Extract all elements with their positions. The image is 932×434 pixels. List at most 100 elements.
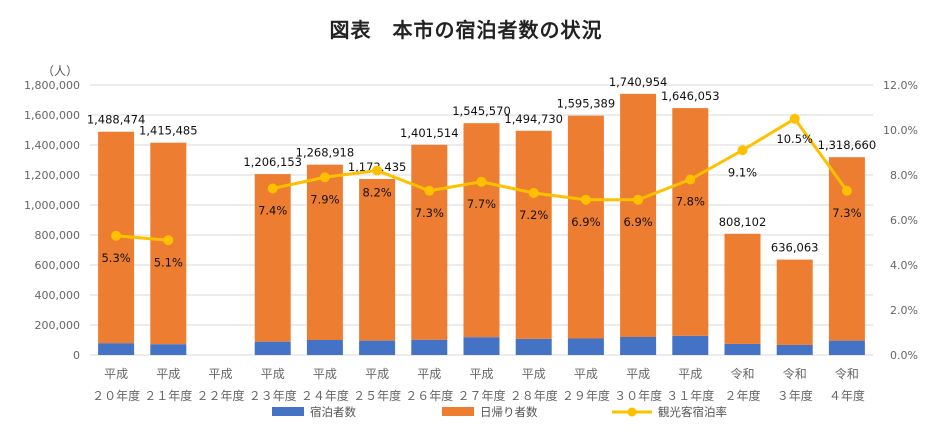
rate-label: 7.2% [519,208,548,222]
x-category-label: ３年度 [777,388,813,403]
rate-point [163,235,174,246]
bar-lodging [620,337,657,355]
bar-daytrip [776,259,813,345]
rate-label: 7.3% [415,206,444,220]
bar-total-label: 808,102 [719,215,767,229]
y-right-tick-label: 2.0% [890,304,918,317]
legend-label-daytrip: 日帰り者数 [480,405,538,419]
rate-label: 6.9% [623,215,652,229]
rate-point [476,176,487,187]
x-category-label: 平成 [626,367,650,381]
bar-total-label: 1,318,660 [818,138,877,152]
legend-swatch-rate-marker [627,407,637,417]
legend-swatch-lodging [272,407,304,416]
y-left-tick-label: 800,000 [35,229,81,242]
rate-label: 5.3% [101,251,130,265]
rate-point [633,194,644,205]
rate-label: 7.9% [310,192,339,206]
y-left-tick-label: 1,800,000 [24,79,80,92]
x-category-label: ２３年度 [249,388,297,403]
x-category-label: 平成 [208,367,232,381]
x-category-label: ３０年度 [614,388,662,403]
legend-label-lodging: 宿泊者数 [310,405,356,419]
x-category-label: ２９年度 [562,388,610,403]
rate-label: 7.3% [832,206,861,220]
bar-daytrip [567,115,604,339]
x-category-label: 令和 [730,366,754,381]
bar-lodging [828,340,865,355]
x-category-label: ２０年度 [92,388,140,403]
x-category-label: 平成 [313,367,337,381]
y-axis-unit-label: （人） [42,64,79,78]
x-category-label: 平成 [104,367,128,381]
rate-point [267,183,278,194]
bar-lodging [515,338,552,355]
x-category-label: 平成 [417,367,441,381]
y-left-tick-label: 1,400,000 [24,139,80,152]
bar-total-label: 1,488,474 [87,113,146,127]
bar-lodging [306,340,343,355]
bar-total-label: 1,494,730 [504,112,563,126]
x-category-label: 平成 [469,367,493,381]
bar-total-label: 1,268,918 [296,146,355,160]
x-category-label: 平成 [156,367,180,381]
bar-total-label: 1,206,153 [243,155,302,169]
x-category-label: 平成 [522,367,546,381]
bar-daytrip [672,108,709,336]
bar-total-label: 1,545,570 [452,104,511,118]
x-category-label: 令和 [835,366,859,381]
rate-label: 8.2% [362,186,391,200]
rate-point [737,145,748,156]
x-category-label: 平成 [574,367,598,381]
y-right-tick-label: 10.0% [883,124,918,137]
y-right-tick-label: 12.0% [883,79,918,92]
x-category-label: ２６年度 [405,388,453,403]
rate-point [841,185,852,196]
rate-point [685,174,696,185]
bar-daytrip [828,157,865,341]
bar-total-label: 1,415,485 [139,124,198,138]
bar-lodging [672,335,709,355]
bar-total-label: 1,740,954 [609,75,668,89]
legend-label-rate: 観光客宿泊率 [658,405,727,419]
rate-label: 6.9% [571,215,600,229]
rate-label: 5.1% [154,255,183,269]
bar-lodging [463,337,500,355]
y-right-tick-label: 6.0% [890,214,918,227]
y-right-tick-label: 8.0% [890,169,918,182]
bar-total-label: 636,063 [771,241,819,255]
y-left-tick-label: 1,200,000 [24,169,80,182]
rate-line [115,234,169,242]
y-left-tick-label: 0 [73,349,80,362]
bar-total-label: 1,646,053 [661,89,720,103]
x-category-label: 平成 [261,367,285,381]
rate-point [372,165,383,176]
bar-daytrip [254,174,291,342]
bar-lodging [359,340,396,355]
rate-point [528,188,539,198]
y-left-tick-label: 1,600,000 [24,109,80,122]
bar-total-label: 1,401,514 [400,126,459,140]
bar-daytrip [463,123,500,338]
bar-daytrip [306,164,343,340]
x-category-label: 令和 [783,366,807,381]
bar-total-label: 1,595,389 [557,97,616,111]
rate-label: 7.8% [676,195,705,209]
y-left-tick-label: 400,000 [35,289,81,302]
x-category-label: ２２年度 [196,388,244,403]
x-category-label: ２１年度 [144,388,192,403]
rate-label: 7.7% [467,197,496,211]
x-category-label: ４年度 [829,388,865,403]
bar-lodging [724,343,761,355]
x-category-label: ２年度 [724,388,760,403]
rate-label: 9.1% [728,165,757,179]
x-category-label: ３１年度 [666,388,714,403]
bar-daytrip [411,144,448,340]
rate-point [424,185,435,196]
y-left-tick-label: 1,000,000 [24,199,80,212]
rate-label: 7.4% [258,204,287,218]
x-category-label: 平成 [365,367,389,381]
rate-point [789,113,800,124]
x-category-label: 平成 [678,367,702,381]
y-right-tick-label: 0.0% [890,349,918,362]
